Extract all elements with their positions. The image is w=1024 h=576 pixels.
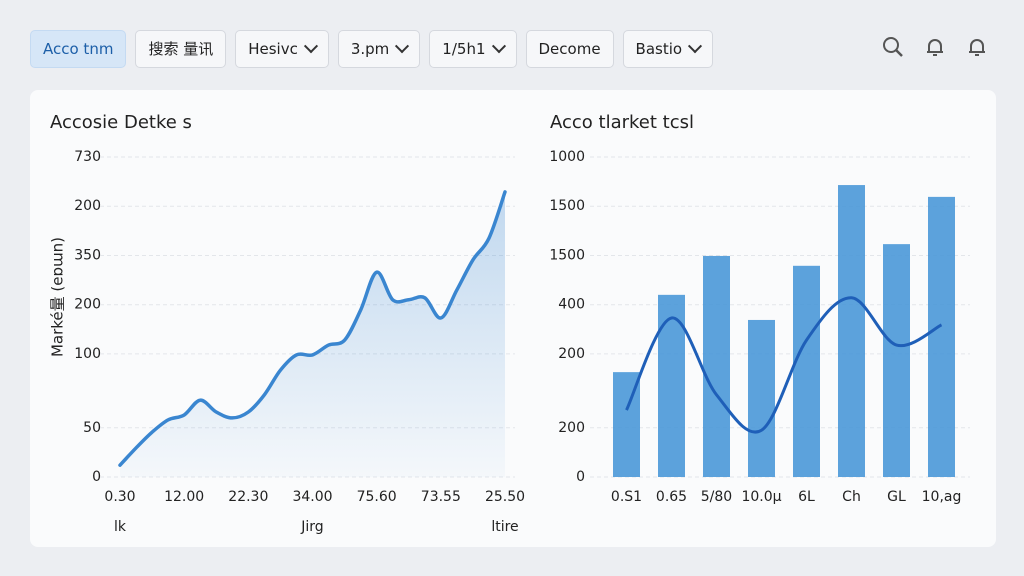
bar bbox=[748, 319, 775, 477]
x-tick-label: GL bbox=[887, 489, 906, 505]
tab[interactable]: Acco tnm bbox=[30, 30, 127, 68]
chevron bbox=[303, 39, 318, 54]
x-tick-label: 12.00 bbox=[164, 489, 204, 505]
bar bbox=[838, 185, 865, 478]
dropdown[interactable]: 1/5h1 bbox=[429, 30, 517, 68]
chart-title: Acco tlarket tcsl bbox=[550, 112, 694, 133]
bar bbox=[703, 255, 730, 477]
dropdown[interactable]: Hesivc bbox=[235, 30, 329, 68]
x-tick-label: 0.65 bbox=[656, 489, 687, 505]
y-tick-label: 0 bbox=[576, 469, 585, 485]
dropdown-label: Hesivc bbox=[248, 40, 298, 58]
x-tick-label: 10.0µ bbox=[741, 489, 781, 505]
x-tick-label: 10,ag bbox=[922, 489, 962, 505]
y-axis-label: Marké量 (eɒɯn) bbox=[49, 237, 67, 357]
x-tick-label: 75.60 bbox=[357, 489, 397, 505]
y-tick-label: 100 bbox=[74, 346, 101, 362]
x-tick-label: 0.30 bbox=[104, 489, 135, 505]
x-edge-label: ltire bbox=[491, 519, 518, 535]
dropdown[interactable]: Bastio bbox=[622, 30, 714, 68]
y-tick-label: 350 bbox=[74, 247, 101, 263]
dropdown[interactable]: 3.pm bbox=[337, 30, 421, 68]
line bbox=[118, 190, 507, 467]
y-tick-label: 200 bbox=[74, 198, 101, 214]
x-axis-label: Jirg bbox=[300, 519, 323, 535]
y-tick-label: 50 bbox=[83, 420, 101, 436]
search-icon[interactable] bbox=[882, 36, 904, 58]
y-tick-label: 730 bbox=[74, 149, 101, 165]
x-tick-label: 25.50 bbox=[485, 489, 525, 505]
x-tick-label: 34.00 bbox=[292, 489, 332, 505]
chevron bbox=[395, 39, 410, 54]
chart-title: Accosie Detke s bbox=[50, 112, 192, 133]
dropdown-label: 1/5h1 bbox=[442, 40, 486, 58]
y-tick-label: 0 bbox=[92, 469, 101, 485]
bar bbox=[883, 244, 910, 477]
x-edge-label: lk bbox=[114, 519, 127, 535]
x-tick-label: 22.30 bbox=[228, 489, 268, 505]
tab[interactable]: 搜索 量讯 bbox=[135, 30, 227, 68]
y-tick-label: 1000 bbox=[549, 149, 585, 165]
x-tick-label: 5/80 bbox=[701, 489, 732, 505]
y-tick-label: 1500 bbox=[549, 198, 585, 214]
x-tick-label: 0.S1 bbox=[611, 489, 642, 505]
chevron bbox=[491, 39, 506, 54]
line bbox=[625, 296, 943, 434]
y-tick-label: 200 bbox=[558, 420, 585, 436]
bar bbox=[928, 196, 955, 477]
x-tick-label: 73.55 bbox=[421, 489, 461, 505]
charts: Accosie Detke s 0 50 100 200 350 200 730 Marké量 … bbox=[30, 90, 996, 547]
icons bbox=[882, 36, 988, 58]
y-tick-label: 200 bbox=[558, 346, 585, 362]
x-tick-label: Ch bbox=[842, 489, 861, 505]
area bbox=[120, 191, 505, 477]
dropdown-label: 3.pm bbox=[350, 40, 390, 58]
y-tick-label: 400 bbox=[558, 297, 585, 313]
bell-icon[interactable] bbox=[924, 36, 946, 58]
bar bbox=[793, 265, 820, 477]
button[interactable]: Decome bbox=[525, 30, 614, 68]
bell-icon[interactable] bbox=[966, 36, 988, 58]
chevron bbox=[688, 39, 703, 54]
y-tick-label: 1500 bbox=[549, 247, 585, 263]
y-tick-label: 200 bbox=[74, 297, 101, 313]
dropdown-label: Bastio bbox=[635, 40, 683, 58]
x-tick-label: 6L bbox=[798, 489, 815, 505]
toolbar: Acco tnm 搜索 量讯 Hesivc 3.pm 1/5h1 Decome … bbox=[30, 30, 714, 68]
